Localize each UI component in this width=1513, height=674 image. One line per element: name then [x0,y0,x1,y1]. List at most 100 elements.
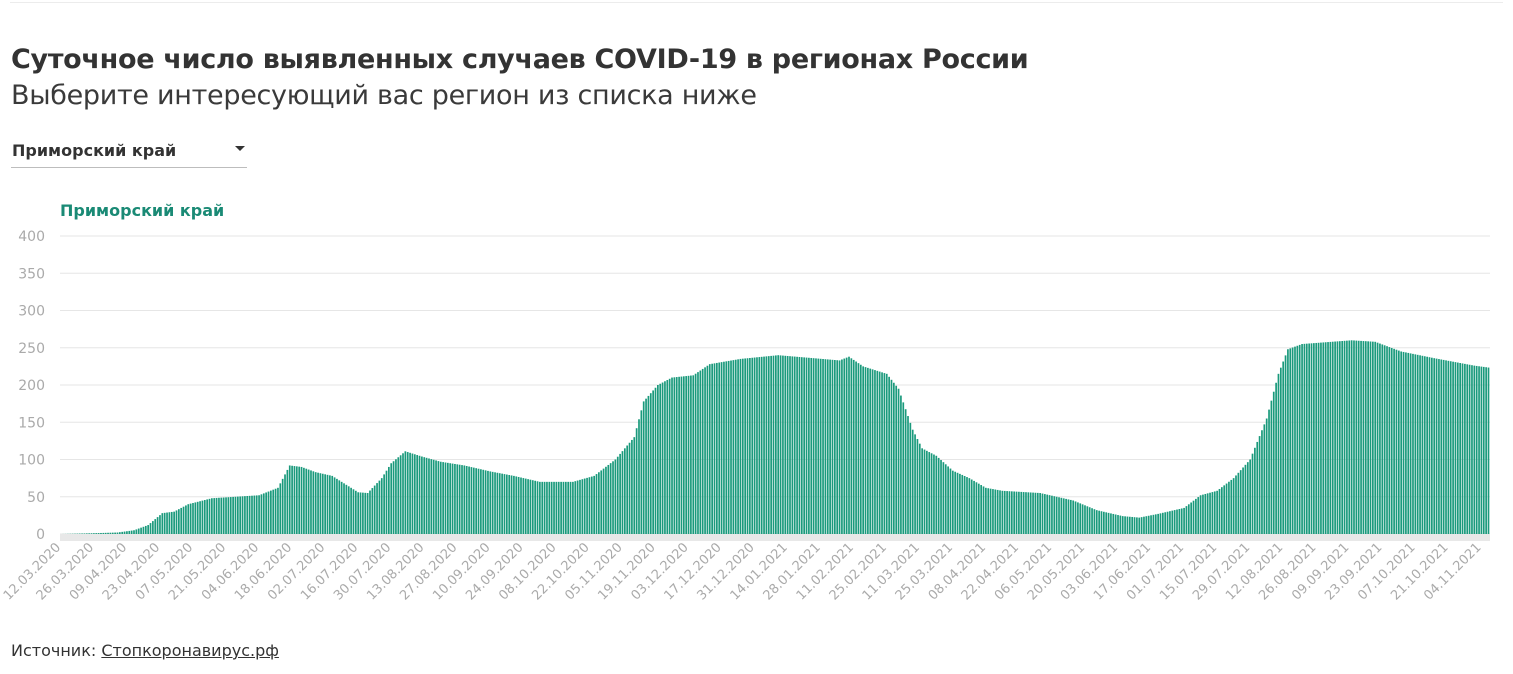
bar [496,472,499,534]
bar [1350,340,1353,534]
bar [88,533,91,534]
bar [468,466,470,534]
bar [1445,360,1447,534]
bar [614,459,617,534]
bar [1001,490,1004,534]
bar [1202,494,1204,534]
bar [1258,436,1261,534]
bar [1251,453,1254,534]
bar [680,376,683,534]
bar [371,488,374,534]
bar [107,532,109,534]
bar [291,465,293,534]
bar [1360,340,1362,534]
bar [989,488,992,534]
bar [144,525,147,534]
bar [1128,516,1131,534]
bar [265,492,267,534]
bar [841,359,843,534]
bar [114,532,116,534]
bar [1218,488,1221,534]
y-axis: 0 50 100 150 200 250 300 350 400 [18,229,45,543]
bar [378,480,381,534]
bar [270,490,272,534]
bar [749,357,751,534]
bar [1121,516,1124,534]
bar [1098,510,1100,534]
bar [1093,509,1096,534]
bar [1301,344,1303,534]
bar [241,496,244,534]
bar [175,510,178,534]
bar [675,377,678,534]
source-link[interactable]: Стопкоронавирус.рф [101,641,279,660]
bar [1327,342,1329,534]
bar [498,473,501,534]
bar [1338,341,1341,534]
bar [864,367,867,534]
bar [1069,499,1072,534]
bar [635,428,638,534]
bar [723,361,725,534]
bar [1162,512,1164,534]
bar [956,472,959,534]
bar [140,527,142,534]
bar [491,471,494,534]
bar [852,359,855,534]
bar [236,496,239,534]
bar [753,357,756,534]
bar [359,492,362,534]
bar [678,376,680,534]
bar [855,361,857,534]
bar [673,377,676,534]
bar [878,371,881,534]
bar [1079,503,1082,534]
bar [843,358,846,534]
bar [314,472,317,534]
bar [1022,492,1025,534]
bar [553,481,555,534]
bar [1456,362,1459,534]
bar [508,475,511,534]
bar [1320,342,1322,534]
bar [199,501,201,534]
bar [869,368,872,534]
bar [447,462,449,534]
region-select[interactable]: Приморский край [11,139,247,168]
bar [1475,365,1478,534]
bar [149,523,152,534]
bar [1034,492,1037,534]
bar [862,366,865,535]
bar [786,355,789,534]
bar [930,453,933,534]
bar [1204,493,1207,534]
bar [494,472,496,534]
bar [805,357,808,534]
bar [1447,360,1450,534]
bar [963,476,966,534]
bar [425,457,428,534]
bar [812,358,815,534]
bar [421,456,423,534]
bar [168,512,171,534]
bar [980,485,982,534]
bar [1294,346,1296,534]
bar [255,495,258,534]
region-select-value: Приморский край [12,141,177,160]
bar [1190,502,1193,534]
bar [463,465,466,534]
bar [251,495,253,534]
bar [808,357,810,534]
bar [699,370,702,534]
bar [739,358,742,534]
bar [1331,341,1334,534]
bar [734,359,737,534]
bar [996,489,999,534]
bar [711,363,713,534]
bar [560,481,562,534]
bar [595,474,598,534]
bar [406,452,409,534]
bar [520,477,522,534]
bar [536,481,539,534]
bar [527,479,529,534]
